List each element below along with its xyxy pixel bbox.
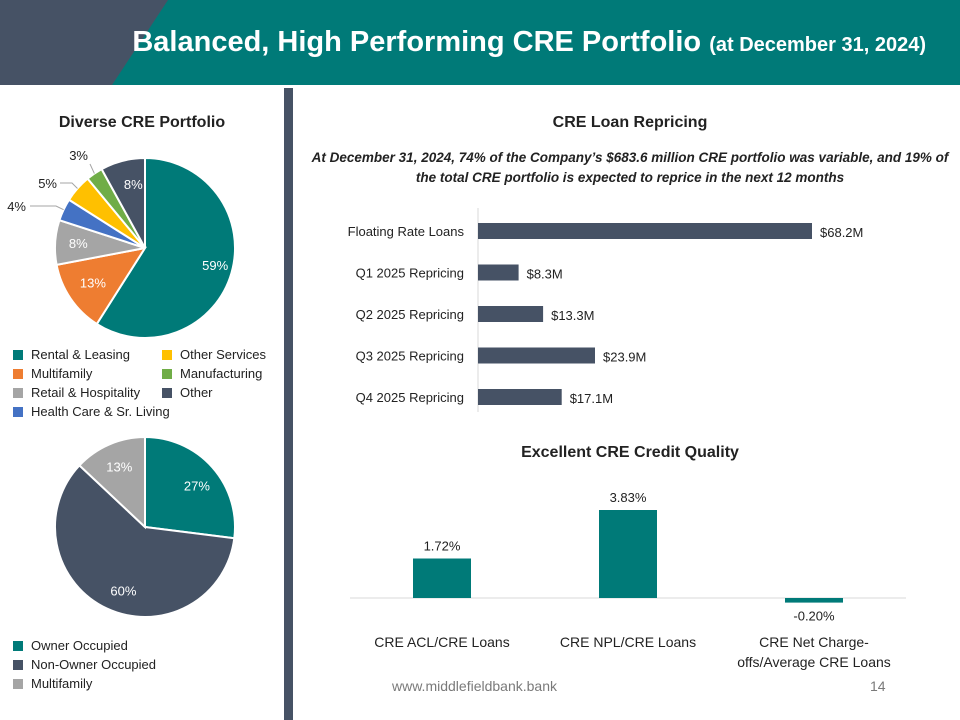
title-subtitle: (at December 31, 2024) bbox=[709, 34, 926, 56]
credit-category-1-line-0: CRE NPL/CRE Loans bbox=[560, 634, 696, 650]
legend1-swatch-4 bbox=[162, 349, 172, 360]
legend1-label-0: Rental & Leasing bbox=[31, 347, 131, 362]
repricing-value-4: $17.1M bbox=[570, 391, 613, 406]
footer-url[interactable]: www.middlefieldbank.bank bbox=[392, 678, 557, 694]
legend2-item-1: Non-Owner Occupied bbox=[13, 657, 156, 672]
repricing-value-1: $8.3M bbox=[527, 267, 563, 282]
legend2-swatch-2 bbox=[13, 678, 23, 689]
legend2-label-1: Non-Owner Occupied bbox=[31, 657, 156, 672]
repricing-bar-4 bbox=[478, 389, 562, 405]
pie1-slice-6 bbox=[100, 156, 146, 249]
repricing-category-2: Q2 2025 Repricing bbox=[356, 307, 464, 322]
title-main: Balanced, High Performing CRE Portfolio bbox=[132, 26, 702, 58]
pie1-label-5: 3% bbox=[69, 148, 88, 163]
legend1-item-3: Health Care & Sr. Living bbox=[13, 404, 170, 419]
legend1-label-5: Manufacturing bbox=[180, 366, 263, 381]
pie1-title: Diverse CRE Portfolio bbox=[58, 114, 226, 131]
legend1-item-5: Manufacturing bbox=[162, 366, 262, 381]
repricing-bar-0 bbox=[478, 223, 812, 239]
repricing-bar-1 bbox=[478, 264, 519, 281]
pie1-label-1: 13% bbox=[80, 275, 106, 290]
repricing-category-3: Q3 2025 Repricing bbox=[356, 349, 464, 364]
pie1-label-3: 4% bbox=[7, 199, 26, 214]
legend2-label-0: Owner Occupied bbox=[31, 638, 128, 653]
pie1-leader-3 bbox=[30, 205, 64, 211]
repricing-bar-3 bbox=[478, 347, 595, 364]
repricing-value-3: $23.9M bbox=[603, 350, 646, 365]
legend1-label-4: Other Services bbox=[180, 347, 266, 362]
pie1-label-4: 5% bbox=[38, 176, 57, 191]
legend2-item-0: Owner Occupied bbox=[13, 638, 128, 653]
pie1-slice-1 bbox=[55, 246, 148, 326]
pie2-label-1: 60% bbox=[110, 584, 136, 599]
legend1-swatch-6 bbox=[162, 387, 172, 398]
repricing-title: CRE Loan Repricing bbox=[552, 114, 708, 131]
legend1-label-1: Multifamily bbox=[31, 366, 93, 381]
legend2-swatch-1 bbox=[13, 659, 23, 670]
pie2-legend: Owner Occupied Non-Owner Occupied Multifam… bbox=[0, 638, 284, 698]
legend2-item-2: Multifamily bbox=[13, 676, 92, 691]
legend1-item-0: Rental & Leasing bbox=[13, 347, 130, 362]
pie2-slice-2 bbox=[77, 435, 146, 530]
legend1-item-2: Retail & Hospitality bbox=[13, 385, 140, 400]
pie2-label-2: 13% bbox=[106, 460, 132, 475]
pie1-label-0: 59% bbox=[202, 258, 228, 273]
header-accent-shape bbox=[0, 0, 168, 85]
pie1-leader-4 bbox=[60, 182, 78, 189]
legend1-label-3: Health Care & Sr. Living bbox=[31, 404, 170, 419]
credit-quality-title: Excellent CRE Credit Quality bbox=[521, 444, 739, 461]
legend1-swatch-1 bbox=[13, 368, 23, 379]
pie1-label-2: 8% bbox=[69, 236, 88, 251]
header-bar bbox=[0, 0, 960, 85]
legend1-swatch-2 bbox=[13, 387, 23, 398]
legend1-label-6: Other bbox=[180, 385, 213, 400]
repricing-category-0: Floating Rate Loans bbox=[348, 224, 465, 239]
credit-value-1: 3.83% bbox=[610, 490, 647, 505]
page-number: 14 bbox=[870, 678, 886, 694]
pie1-chart: 59% 13% 8% 4% 5% 3% 8% bbox=[7, 148, 236, 339]
repricing-category-1: Q1 2025 Repricing bbox=[356, 266, 464, 281]
repricing-bar-2 bbox=[478, 306, 544, 322]
page-title: Balanced, High Performing CRE Portfolio … bbox=[132, 26, 926, 59]
repricing-value-0: $68.2M bbox=[820, 225, 863, 240]
repricing-category-4: Q4 2025 Repricing bbox=[356, 390, 464, 405]
credit-bar-2 bbox=[785, 598, 843, 603]
panel-divider bbox=[284, 88, 293, 720]
pie1-slice-0 bbox=[95, 156, 236, 339]
pie2-chart: 27% 60% 13% bbox=[54, 435, 236, 618]
repricing-value-2: $13.3M bbox=[551, 308, 594, 323]
legend2-swatch-0 bbox=[13, 640, 23, 651]
pie2-slice-0 bbox=[144, 435, 236, 540]
legend1-swatch-3 bbox=[13, 406, 23, 417]
credit-value-2: -0.20% bbox=[793, 609, 835, 624]
pie1-label-6: 8% bbox=[124, 177, 143, 192]
pie1-legend: Rental & Leasing Multifamily Retail & Hosp… bbox=[0, 347, 284, 427]
pie2-slice-1 bbox=[54, 463, 236, 618]
credit-category-0-line-0: CRE ACL/CRE Loans bbox=[374, 634, 509, 650]
repricing-note: At December 31, 2024, 74% of the Company… bbox=[311, 150, 949, 185]
credit-value-0: 1.72% bbox=[424, 539, 461, 554]
credit-category-2-line-1: offs/Average CRE Loans bbox=[737, 654, 891, 670]
legend1-item-1: Multifamily bbox=[13, 366, 92, 381]
repricing-bar-chart: Floating Rate Loans $68.2M Q1 2025 Reprici… bbox=[348, 208, 863, 412]
legend2-label-2: Multifamily bbox=[31, 676, 93, 691]
credit-bar-0 bbox=[413, 558, 471, 598]
legend1-swatch-5 bbox=[162, 368, 172, 379]
legend1-swatch-0 bbox=[13, 349, 23, 360]
pie2-label-0: 27% bbox=[184, 479, 210, 494]
legend1-item-4: Other Services bbox=[162, 347, 266, 362]
legend1-label-2: Retail & Hospitality bbox=[31, 385, 141, 400]
credit-category-2-line-0: CRE Net Charge- bbox=[759, 634, 869, 650]
pie1-leader-5 bbox=[89, 163, 95, 174]
credit-quality-bar-chart: 1.72% CRE ACL/CRE Loans 3.83% CRE NPL/CRE L… bbox=[350, 490, 906, 670]
legend1-item-6: Other bbox=[162, 385, 213, 400]
credit-bar-1 bbox=[599, 510, 657, 598]
